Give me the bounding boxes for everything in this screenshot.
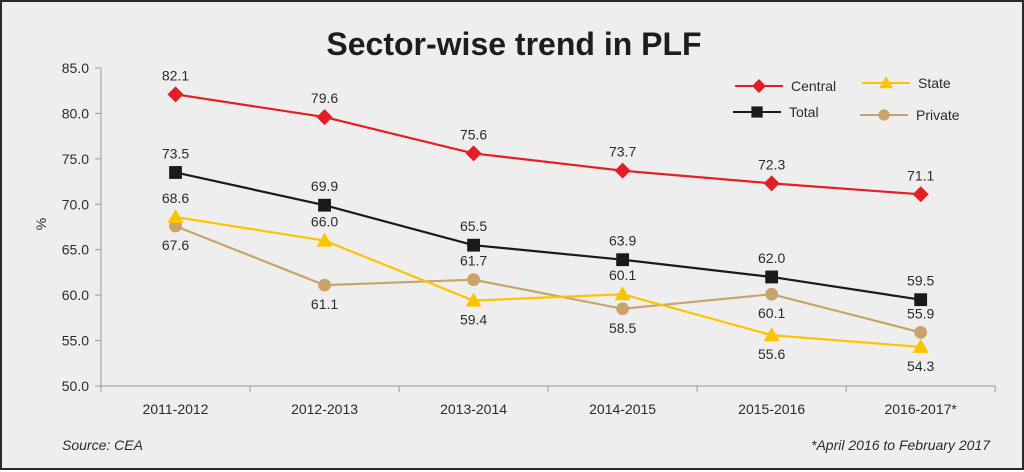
total-point (169, 166, 182, 179)
legend-marker-total (751, 106, 763, 118)
legend-marker-state (879, 76, 893, 89)
state-data-label: 59.4 (460, 312, 487, 328)
chart-title: Sector-wise trend in PLF (326, 26, 701, 62)
total-data-label: 62.0 (758, 250, 785, 266)
x-tick-label: 2012-2013 (291, 401, 358, 417)
state-point (465, 292, 482, 307)
private-data-label: 61.1 (311, 296, 338, 312)
footnote: *April 2016 to February 2017 (811, 437, 991, 453)
x-tick-label: 2013-2014 (440, 401, 507, 417)
central-data-label: 79.6 (311, 90, 338, 106)
labels-total: 73.5 69.9 65.5 63.9 62.0 59.5 (162, 145, 935, 288)
y-tick-label: 60.0 (62, 287, 89, 303)
legend-label: Total (789, 104, 819, 120)
central-data-label: 82.1 (162, 67, 189, 83)
state-point (167, 209, 184, 224)
x-tick-label: 2015-2016 (738, 401, 805, 417)
central-line (175, 93, 921, 196)
central-point (316, 109, 333, 126)
series-central (167, 86, 929, 203)
y-tick-label: 50.0 (62, 378, 89, 394)
total-data-label: 73.5 (162, 145, 189, 161)
y-tick-label: 80.0 (62, 105, 89, 121)
private-data-label: 58.5 (609, 320, 636, 336)
total-point (765, 270, 779, 284)
labels-state: 68.6 66.0 59.4 60.1 55.6 54.3 (162, 190, 935, 374)
legend-label: Central (791, 78, 836, 94)
total-point (616, 253, 630, 267)
legend: Central Total State Private (733, 75, 960, 123)
state-point (763, 327, 780, 342)
central-data-label: 73.7 (609, 144, 636, 160)
legend-item-state: State (862, 75, 951, 91)
private-data-label: 61.7 (460, 253, 487, 269)
state-data-label: 55.6 (758, 346, 785, 362)
private-point (765, 287, 779, 301)
central-point (912, 186, 929, 203)
state-point (316, 232, 333, 247)
labels-central: 82.1 79.6 75.6 73.7 72.3 71.1 (162, 67, 935, 183)
private-point (616, 302, 630, 316)
state-line (175, 215, 921, 349)
legend-item-private: Private (860, 107, 960, 123)
series-layer: 82.1 79.6 75.6 73.7 72.3 71.1 73.5 69.9 65.5 63.9… (162, 67, 935, 374)
series-total (169, 166, 928, 307)
y-axis-label: % (33, 218, 49, 230)
y-tick-label: 75.0 (62, 151, 89, 167)
series-state (167, 209, 929, 353)
labels-private: 67.6 61.1 61.7 58.5 60.1 55.9 (162, 237, 935, 336)
private-point (318, 278, 331, 292)
central-data-label: 72.3 (758, 156, 785, 172)
central-point (465, 145, 482, 162)
state-data-label: 60.1 (609, 267, 636, 283)
private-data-label: 60.1 (758, 305, 785, 321)
central-data-label: 75.6 (460, 126, 487, 142)
central-point (763, 175, 780, 192)
total-line (175, 171, 921, 301)
legend-item-total: Total (733, 104, 819, 120)
legend-label: Private (916, 107, 960, 123)
total-data-label: 59.5 (907, 273, 934, 289)
y-tick-label: 85.0 (62, 60, 89, 76)
state-point (614, 286, 631, 301)
legend-label: State (918, 75, 951, 91)
source-note: Source: CEA (62, 437, 143, 453)
private-data-label: 67.6 (162, 237, 189, 253)
series-private (169, 219, 928, 339)
total-point (467, 238, 480, 252)
private-data-label: 55.9 (907, 305, 934, 321)
private-line (175, 225, 921, 334)
x-tick-label: 2016-2017* (884, 401, 957, 417)
y-tick-label: 55.0 (62, 333, 89, 349)
y-tick-label: 70.0 (62, 196, 89, 212)
state-data-label: 66.0 (311, 214, 338, 230)
central-point (614, 162, 631, 179)
state-point (912, 338, 929, 353)
axes: 50.0 55.0 60.0 65.0 70.0 75.0 80.0 85.0 2011-201… (33, 60, 996, 417)
legend-marker-private (878, 109, 890, 121)
legend-item-central: Central (735, 78, 836, 94)
private-point (467, 273, 480, 287)
y-tick-label: 65.0 (62, 242, 89, 258)
total-data-label: 65.5 (460, 218, 487, 234)
x-tick-label: 2011-2012 (143, 401, 209, 417)
private-point (914, 325, 928, 339)
total-point (914, 293, 928, 307)
total-point (318, 198, 331, 212)
total-data-label: 69.9 (311, 178, 338, 194)
state-data-label: 54.3 (907, 358, 934, 374)
central-data-label: 71.1 (907, 167, 934, 183)
total-data-label: 63.9 (609, 233, 636, 249)
x-tick-label: 2014-2015 (589, 401, 656, 417)
legend-marker-central (752, 79, 766, 93)
central-point (167, 86, 184, 103)
state-data-label: 68.6 (162, 190, 189, 206)
